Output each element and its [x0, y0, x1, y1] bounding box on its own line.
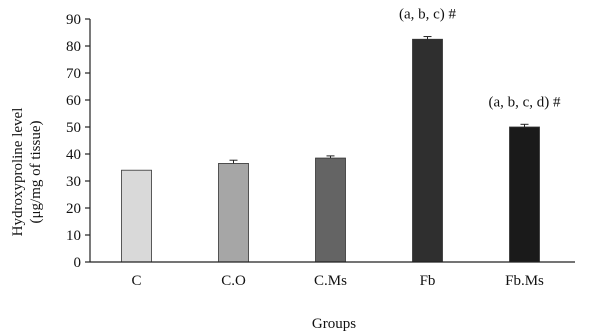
y-axis-title: Hydroxyproline level (μg/mg of tissue): [10, 108, 44, 237]
y-tick-label: 20: [66, 201, 81, 217]
y-tick-label: 90: [66, 12, 81, 28]
bars-group: [121, 38, 540, 263]
y-axis-title-line2: (μg/mg of tissue): [28, 120, 44, 223]
y-tick-label: 30: [66, 174, 81, 190]
x-tick-label: C.O: [221, 273, 246, 289]
bar-annotation: (a, b, c, d) #: [488, 94, 561, 110]
x-tick-label: C: [131, 273, 141, 289]
x-tick-label: Fb: [420, 273, 436, 289]
error-bars-group: [229, 36, 529, 164]
y-tick-label: 10: [66, 228, 81, 244]
y-axis-title-line1: Hydroxyproline level: [10, 108, 26, 237]
y-tick-label: 40: [66, 147, 81, 163]
bar-fb: [412, 38, 443, 263]
bar-fb-ms: [509, 126, 540, 263]
bar-annotation: (a, b, c) #: [399, 7, 457, 23]
x-tick-label: Fb.Ms: [505, 273, 544, 289]
x-tick-label: C.Ms: [314, 273, 347, 289]
y-tick-label: 80: [66, 39, 81, 55]
bar-c-o: [218, 163, 249, 263]
x-axis-ticks: C C.O C.Ms Fb Fb.Ms: [131, 273, 544, 289]
y-tick-label: 50: [66, 120, 81, 136]
y-axis-ticks: 0 10 20 30 40 50 60 70 80 90: [66, 12, 90, 271]
x-axis-title: Groups: [312, 316, 356, 332]
bar-c: [121, 169, 152, 263]
bar-c-ms: [315, 157, 346, 263]
y-tick-label: 0: [74, 255, 82, 271]
annotations-group: (a, b, c) # (a, b, c, d) #: [399, 7, 561, 111]
y-tick-label: 60: [66, 93, 81, 109]
y-tick-label: 70: [66, 66, 81, 82]
